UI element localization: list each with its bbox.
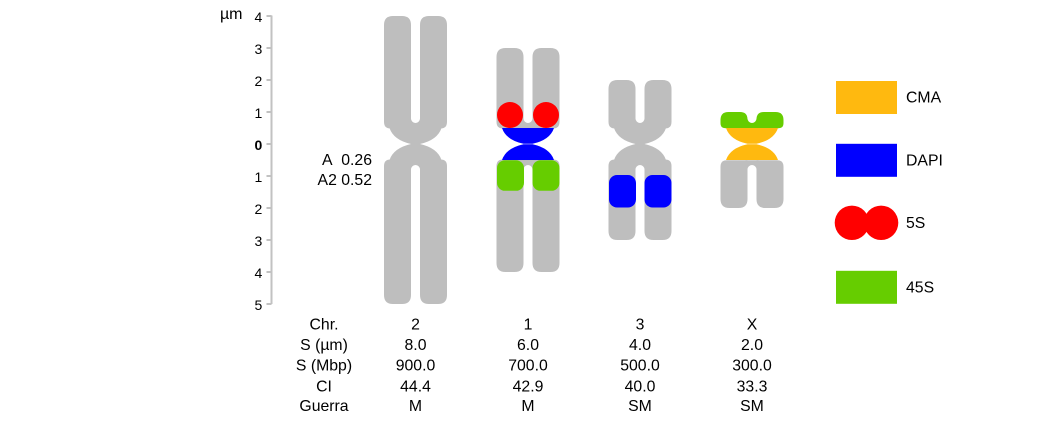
svg-text:A2 0.52: A2 0.52	[318, 172, 372, 189]
svg-text:2: 2	[255, 73, 263, 89]
svg-text:1: 1	[524, 317, 533, 334]
svg-text:4: 4	[255, 9, 263, 25]
svg-text:CMA: CMA	[906, 90, 942, 107]
svg-text:X: X	[747, 317, 758, 334]
svg-text:45S: 45S	[906, 279, 934, 296]
svg-text:2: 2	[255, 201, 263, 217]
svg-text:Chr.: Chr.	[310, 317, 339, 334]
svg-text:S (Mbp): S (Mbp)	[296, 358, 352, 375]
svg-text:M: M	[521, 398, 534, 415]
svg-text:300.0: 300.0	[732, 358, 772, 375]
svg-text:40.0: 40.0	[625, 378, 656, 395]
svg-text:Guerra: Guerra	[299, 398, 348, 415]
svg-text:4: 4	[255, 265, 263, 281]
svg-text:SM: SM	[740, 398, 764, 415]
svg-text:DAPI: DAPI	[906, 152, 943, 169]
svg-text:0: 0	[255, 137, 263, 153]
svg-text:A 0.26: A 0.26	[322, 152, 372, 169]
svg-text:6.0: 6.0	[517, 337, 539, 354]
svg-text:2: 2	[411, 317, 420, 334]
svg-text:3: 3	[255, 233, 263, 249]
svg-text:M: M	[409, 398, 422, 415]
svg-text:700.0: 700.0	[508, 358, 548, 375]
svg-text:33.3: 33.3	[737, 378, 768, 395]
svg-text:1: 1	[255, 169, 263, 185]
svg-text:1: 1	[255, 105, 263, 121]
svg-text:500.0: 500.0	[620, 358, 660, 375]
svg-text:3: 3	[636, 317, 645, 334]
svg-text:2.0: 2.0	[741, 337, 763, 354]
svg-text:42.9: 42.9	[513, 378, 544, 395]
svg-text:4.0: 4.0	[629, 337, 651, 354]
svg-text:3: 3	[255, 41, 263, 57]
svg-text:44.4: 44.4	[400, 378, 431, 395]
svg-text:5S: 5S	[906, 215, 925, 232]
svg-text:8.0: 8.0	[405, 337, 427, 354]
svg-text:S (µm): S (µm)	[300, 337, 348, 354]
svg-text:SM: SM	[628, 398, 652, 415]
svg-text:5: 5	[255, 297, 263, 313]
svg-text:µm: µm	[220, 6, 243, 23]
svg-text:900.0: 900.0	[396, 358, 436, 375]
svg-text:CI: CI	[316, 378, 332, 395]
